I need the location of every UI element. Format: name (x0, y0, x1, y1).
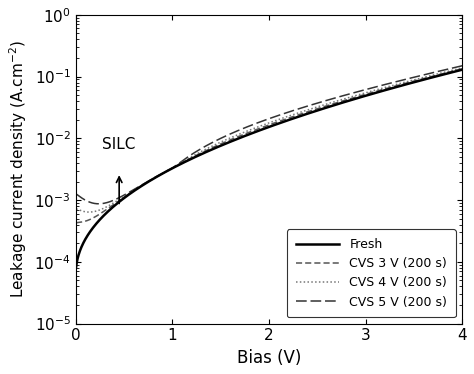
Fresh (459, 67, 465, 72)
CVS 5 V (200 s) (320, 99, 326, 104)
CVS 3 V (200 s) (366, 91, 372, 95)
CVS 5 V (200 s) (298, 106, 304, 110)
CVS 4 V (200 s) (320, 103, 326, 107)
CVS 3 V (200 s) (73, 221, 79, 225)
Line: CVS 4 V (200 s): CVS 4 V (200 s) (76, 68, 462, 212)
Fresh (298, 114, 303, 118)
CVS 3 V (200 s) (459, 67, 465, 71)
Line: CVS 3 V (200 s): CVS 3 V (200 s) (76, 69, 462, 223)
Y-axis label: Leakage current density (A.cm$^{-2}$): Leakage current density (A.cm$^{-2}$) (7, 40, 28, 298)
CVS 5 V (200 s) (73, 192, 79, 196)
Line: Fresh: Fresh (76, 70, 462, 267)
CVS 5 V (200 s) (366, 86, 372, 91)
Fresh (406, 82, 411, 86)
CVS 5 V (200 s) (98, 202, 103, 206)
CVS 5 V (200 s) (308, 103, 314, 107)
Fresh (366, 92, 372, 97)
CVS 4 V (200 s) (406, 79, 412, 83)
CVS 5 V (200 s) (459, 64, 465, 68)
CVS 3 V (200 s) (308, 108, 313, 113)
X-axis label: Bias (V): Bias (V) (237, 349, 301, 367)
Fresh (319, 107, 325, 111)
CVS 4 V (200 s) (73, 207, 79, 211)
CVS 4 V (200 s) (308, 107, 314, 111)
Fresh (97, 217, 103, 222)
CVS 4 V (200 s) (86, 210, 92, 214)
Fresh (73, 264, 79, 269)
Text: SILC: SILC (102, 138, 135, 153)
Legend: Fresh, CVS 3 V (200 s), CVS 4 V (200 s), CVS 5 V (200 s): Fresh, CVS 3 V (200 s), CVS 4 V (200 s),… (287, 229, 456, 318)
CVS 3 V (200 s) (97, 212, 103, 216)
CVS 3 V (200 s) (298, 112, 303, 116)
CVS 3 V (200 s) (319, 105, 325, 110)
Line: CVS 5 V (200 s): CVS 5 V (200 s) (76, 66, 462, 204)
CVS 4 V (200 s) (98, 208, 103, 212)
CVS 4 V (200 s) (459, 65, 465, 70)
CVS 4 V (200 s) (366, 89, 372, 94)
CVS 5 V (200 s) (406, 76, 412, 81)
CVS 4 V (200 s) (298, 110, 304, 114)
Fresh (308, 110, 313, 115)
CVS 5 V (200 s) (96, 202, 102, 206)
CVS 3 V (200 s) (406, 80, 411, 85)
